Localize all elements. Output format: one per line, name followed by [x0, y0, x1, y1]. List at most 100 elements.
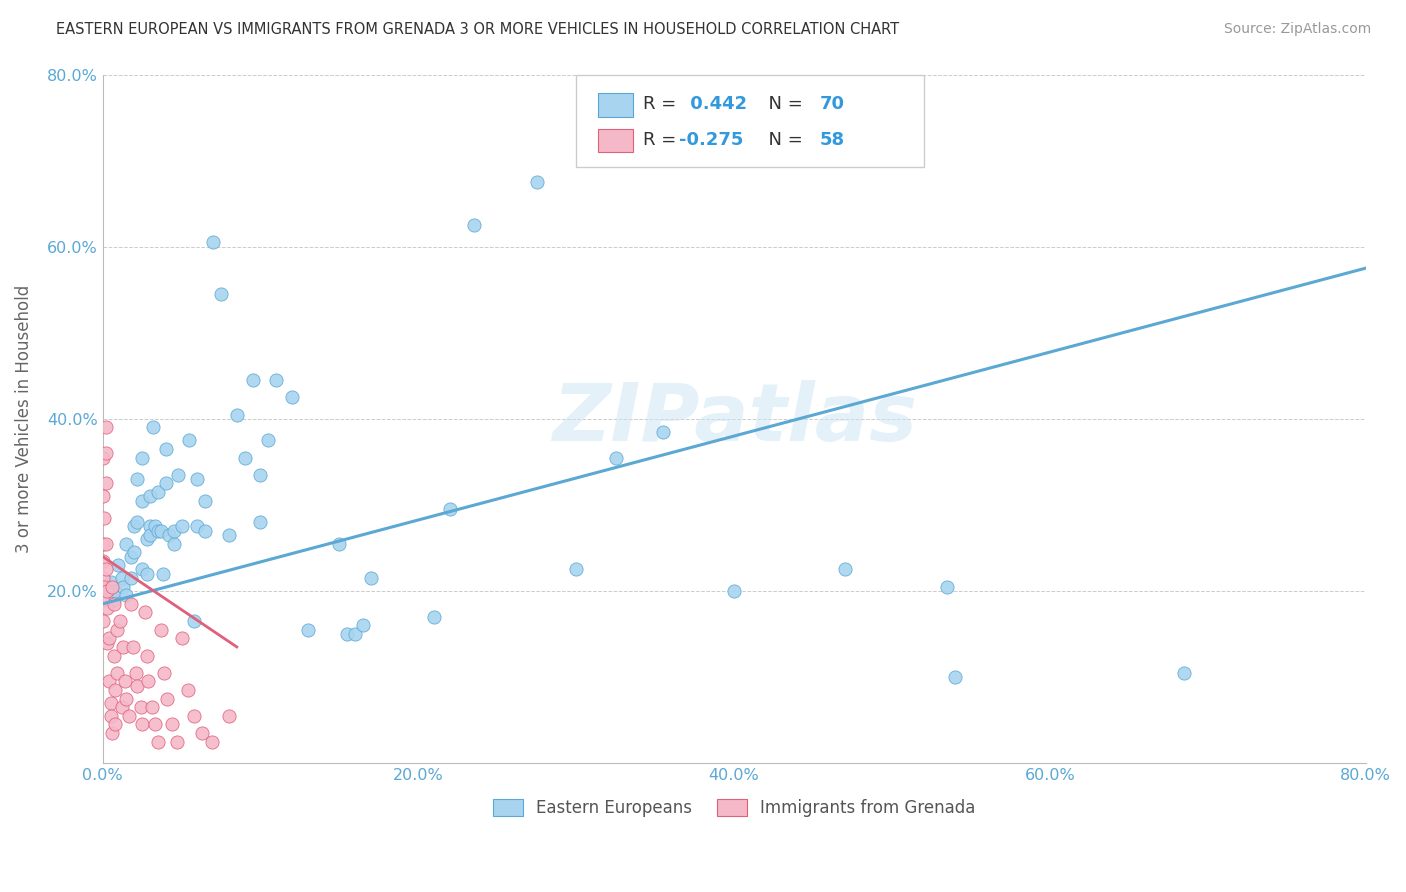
Point	[652, 425, 675, 439]
Point	[94, 446, 117, 460]
Point	[131, 562, 153, 576]
Point	[135, 533, 157, 547]
Point	[233, 450, 256, 465]
Point	[131, 717, 153, 731]
Point	[91, 614, 114, 628]
Point	[115, 588, 138, 602]
Point	[257, 434, 280, 448]
Point	[100, 696, 122, 710]
Point	[103, 648, 125, 663]
Point	[93, 511, 115, 525]
Point	[146, 485, 169, 500]
Point	[423, 609, 446, 624]
Text: 58: 58	[820, 131, 845, 149]
Point	[177, 683, 200, 698]
Point	[170, 519, 193, 533]
Point	[110, 700, 132, 714]
Point	[91, 450, 114, 465]
Point	[91, 536, 114, 550]
Point	[167, 467, 190, 482]
Point	[139, 489, 162, 503]
Text: N =: N =	[756, 131, 808, 149]
Point	[91, 554, 114, 568]
Point	[96, 635, 118, 649]
Point	[112, 640, 135, 654]
Point	[115, 536, 138, 550]
Point	[225, 408, 247, 422]
FancyBboxPatch shape	[576, 75, 924, 168]
Point	[605, 450, 627, 465]
Text: 0.442: 0.442	[683, 95, 747, 113]
Point	[191, 726, 214, 740]
Text: R =: R =	[643, 95, 682, 113]
Point	[94, 536, 117, 550]
Point	[103, 597, 125, 611]
Point	[463, 218, 485, 232]
Point	[249, 515, 271, 529]
Point	[160, 717, 183, 731]
Point	[134, 606, 156, 620]
Point	[194, 524, 217, 538]
Point	[131, 493, 153, 508]
Text: N =: N =	[756, 95, 808, 113]
Point	[114, 674, 136, 689]
Point	[120, 597, 142, 611]
Point	[127, 472, 149, 486]
Point	[138, 674, 160, 689]
Point	[194, 493, 217, 508]
Point	[105, 665, 128, 680]
Point	[101, 726, 124, 740]
Point	[100, 708, 122, 723]
Y-axis label: 3 or more Vehicles in Household: 3 or more Vehicles in Household	[15, 285, 32, 553]
Point	[94, 420, 117, 434]
Point	[104, 584, 127, 599]
Point	[218, 528, 240, 542]
Point	[115, 691, 138, 706]
Point	[97, 674, 120, 689]
Point	[183, 614, 205, 628]
Point	[834, 562, 856, 576]
Point	[179, 434, 201, 448]
Point	[1173, 665, 1195, 680]
Point	[104, 683, 127, 698]
Point	[150, 524, 173, 538]
Point	[91, 571, 114, 585]
Point	[101, 580, 124, 594]
Point	[565, 562, 588, 576]
Point	[170, 632, 193, 646]
Point	[91, 489, 114, 503]
Point	[202, 235, 225, 250]
Point	[93, 580, 115, 594]
Point	[135, 648, 157, 663]
Point	[152, 566, 174, 581]
Point	[122, 545, 145, 559]
Point	[156, 691, 179, 706]
Point	[96, 601, 118, 615]
Point	[96, 584, 118, 599]
Point	[153, 665, 176, 680]
Point	[135, 566, 157, 581]
Point	[146, 524, 169, 538]
Point	[110, 571, 132, 585]
Point	[107, 558, 129, 573]
Text: EASTERN EUROPEAN VS IMMIGRANTS FROM GRENADA 3 OR MORE VEHICLES IN HOUSEHOLD CORR: EASTERN EUROPEAN VS IMMIGRANTS FROM GREN…	[56, 22, 900, 37]
Point	[157, 528, 180, 542]
Point	[121, 640, 143, 654]
Point	[163, 536, 186, 550]
Legend: Eastern Europeans, Immigrants from Grenada: Eastern Europeans, Immigrants from Grena…	[486, 792, 983, 823]
Point	[118, 708, 141, 723]
Point	[141, 700, 163, 714]
Point	[328, 536, 350, 550]
Point	[127, 515, 149, 529]
Point	[127, 679, 149, 693]
Point	[125, 665, 148, 680]
Bar	[598, 129, 633, 153]
Point	[218, 708, 240, 723]
Point	[108, 614, 131, 628]
Point	[352, 618, 374, 632]
Point	[146, 734, 169, 748]
Point	[186, 472, 208, 486]
Point	[139, 528, 162, 542]
Point	[91, 592, 114, 607]
Point	[120, 571, 142, 585]
